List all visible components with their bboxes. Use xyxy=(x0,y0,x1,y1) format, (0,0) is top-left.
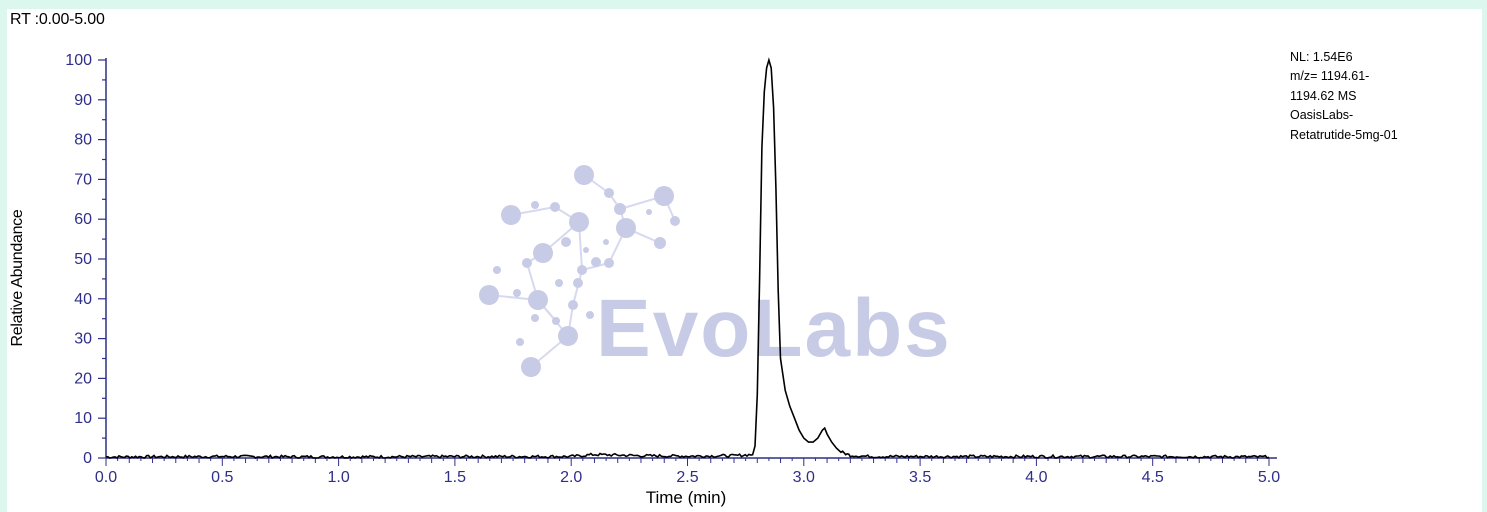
watermark-atom xyxy=(670,216,680,226)
watermark-atom xyxy=(533,243,553,263)
watermark-atom xyxy=(555,279,563,287)
info-line-sample-name: Retatrutide-5mg-01 xyxy=(1290,127,1398,142)
watermark-atom xyxy=(586,311,594,319)
watermark-atom xyxy=(493,266,501,274)
info-line-mz: m/z= 1194.61- xyxy=(1290,69,1370,84)
y-tick-label: 100 xyxy=(65,52,92,69)
y-tick-labels: 0 10 20 30 40 50 60 70 80 90 100 xyxy=(65,52,92,467)
watermark-atom xyxy=(531,314,539,322)
watermark-atom xyxy=(604,188,614,198)
watermark-atom xyxy=(558,326,578,346)
watermark-atom xyxy=(574,165,594,185)
watermark-atom xyxy=(616,218,636,238)
x-tick-label: 1.5 xyxy=(444,469,466,486)
watermark-atom xyxy=(646,209,652,215)
watermark-molecule-dots xyxy=(479,165,680,377)
watermark-atom xyxy=(516,338,524,346)
watermark-atom xyxy=(604,258,614,268)
y-tick-label: 90 xyxy=(74,92,92,109)
x-tick-label: 3.0 xyxy=(793,469,815,486)
info-line-mz-range: 1194.62 MS xyxy=(1290,88,1357,103)
y-axis-label: Relative Abundance xyxy=(9,209,26,347)
watermark-atom xyxy=(568,300,578,310)
x-tick-label: 0.5 xyxy=(211,469,233,486)
x-tick-label: 2.5 xyxy=(676,469,698,486)
watermark-atom xyxy=(531,201,539,209)
watermark-atom xyxy=(479,285,499,305)
watermark-atom xyxy=(654,186,674,206)
y-tick-label: 80 xyxy=(74,132,92,149)
x-tick-labels: 0.0 0.5 1.0 1.5 2.0 2.5 3.0 3.5 4.0 4.5 5.0 xyxy=(95,469,1280,486)
watermark-atom xyxy=(603,239,609,245)
y-tick-label: 0 xyxy=(83,450,92,467)
x-tick-label: 0.0 xyxy=(95,469,117,486)
watermark-atom xyxy=(591,257,601,267)
y-tick-label: 40 xyxy=(74,291,92,308)
y-tick-label: 30 xyxy=(74,331,92,348)
chromatogram-trace xyxy=(105,57,1270,460)
watermark-atom xyxy=(528,290,548,310)
watermark-atom xyxy=(569,212,589,232)
x-tick-label: 1.0 xyxy=(327,469,349,486)
watermark-atom xyxy=(577,265,587,275)
scan-info-block: NL: 1.54E6 m/z= 1194.61- 1194.62 MS Oasi… xyxy=(1290,48,1398,145)
x-tick-label: 3.5 xyxy=(909,469,931,486)
watermark-atom xyxy=(573,278,583,288)
watermark-atom xyxy=(561,237,571,247)
watermark-atom xyxy=(654,237,666,249)
evolabs-watermark: EvoLabs xyxy=(479,165,952,377)
watermark-atom xyxy=(521,357,541,377)
y-tick-label: 10 xyxy=(74,410,92,427)
watermark-atom xyxy=(550,202,560,212)
watermark-atom xyxy=(513,289,521,297)
x-axis-label: Time (min) xyxy=(645,488,727,507)
x-tick-label: 4.0 xyxy=(1025,469,1047,486)
chart-axes xyxy=(98,58,1277,466)
watermark-atom xyxy=(614,203,626,215)
watermark-atom xyxy=(583,247,589,253)
watermark-atom xyxy=(501,205,521,225)
watermark-atom xyxy=(552,317,560,325)
x-tick-label: 4.5 xyxy=(1142,469,1164,486)
watermark-atom xyxy=(522,258,532,268)
chromatogram-panel xyxy=(7,9,1482,512)
y-tick-label: 20 xyxy=(74,370,92,387)
y-tick-label: 70 xyxy=(74,171,92,188)
rt-range-label: RT :0.00-5.00 xyxy=(10,11,105,28)
x-tick-label: 2.0 xyxy=(560,469,582,486)
watermark-text: EvoLabs xyxy=(596,283,952,374)
info-line-nl: NL: 1.54E6 xyxy=(1290,50,1353,64)
y-tick-label: 60 xyxy=(74,211,92,228)
x-tick-label: 5.0 xyxy=(1258,469,1280,486)
info-line-sample: OasisLabs- xyxy=(1290,108,1354,123)
y-tick-label: 50 xyxy=(74,251,92,268)
